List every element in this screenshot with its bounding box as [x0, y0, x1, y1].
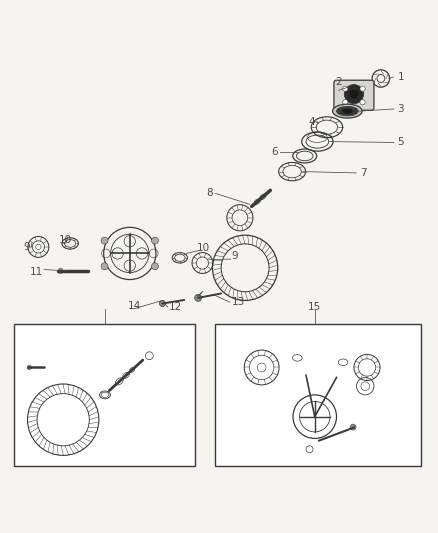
Circle shape: [360, 86, 365, 91]
Bar: [14, 325, 195, 466]
Circle shape: [101, 237, 108, 244]
Circle shape: [27, 365, 32, 370]
Text: 6: 6: [271, 148, 278, 157]
Text: 10: 10: [59, 236, 72, 245]
Text: 5: 5: [397, 138, 404, 148]
Text: 8: 8: [207, 188, 213, 198]
Text: 9: 9: [232, 252, 238, 262]
Text: 12: 12: [169, 302, 182, 312]
Text: 4: 4: [308, 117, 315, 126]
Circle shape: [343, 100, 348, 105]
Circle shape: [152, 237, 159, 244]
Text: 7: 7: [360, 168, 367, 178]
Circle shape: [58, 268, 63, 273]
Circle shape: [360, 100, 365, 105]
Text: 13: 13: [232, 297, 245, 307]
Circle shape: [194, 294, 201, 301]
Circle shape: [101, 263, 108, 270]
Text: 3: 3: [397, 104, 404, 114]
Text: 10: 10: [196, 243, 209, 253]
Circle shape: [350, 90, 358, 99]
Circle shape: [350, 424, 356, 430]
Text: 2: 2: [336, 77, 342, 87]
Circle shape: [36, 244, 41, 249]
Text: 9: 9: [23, 242, 29, 252]
Ellipse shape: [332, 104, 362, 118]
Circle shape: [152, 263, 159, 270]
Text: 1: 1: [397, 72, 404, 82]
Circle shape: [344, 85, 364, 104]
Circle shape: [343, 86, 348, 91]
Bar: [215, 325, 421, 466]
FancyBboxPatch shape: [334, 80, 374, 110]
Text: 11: 11: [30, 266, 43, 277]
Ellipse shape: [336, 107, 358, 116]
Text: 14: 14: [127, 301, 141, 311]
Circle shape: [159, 301, 166, 306]
Ellipse shape: [342, 109, 353, 114]
Text: 15: 15: [308, 302, 321, 312]
